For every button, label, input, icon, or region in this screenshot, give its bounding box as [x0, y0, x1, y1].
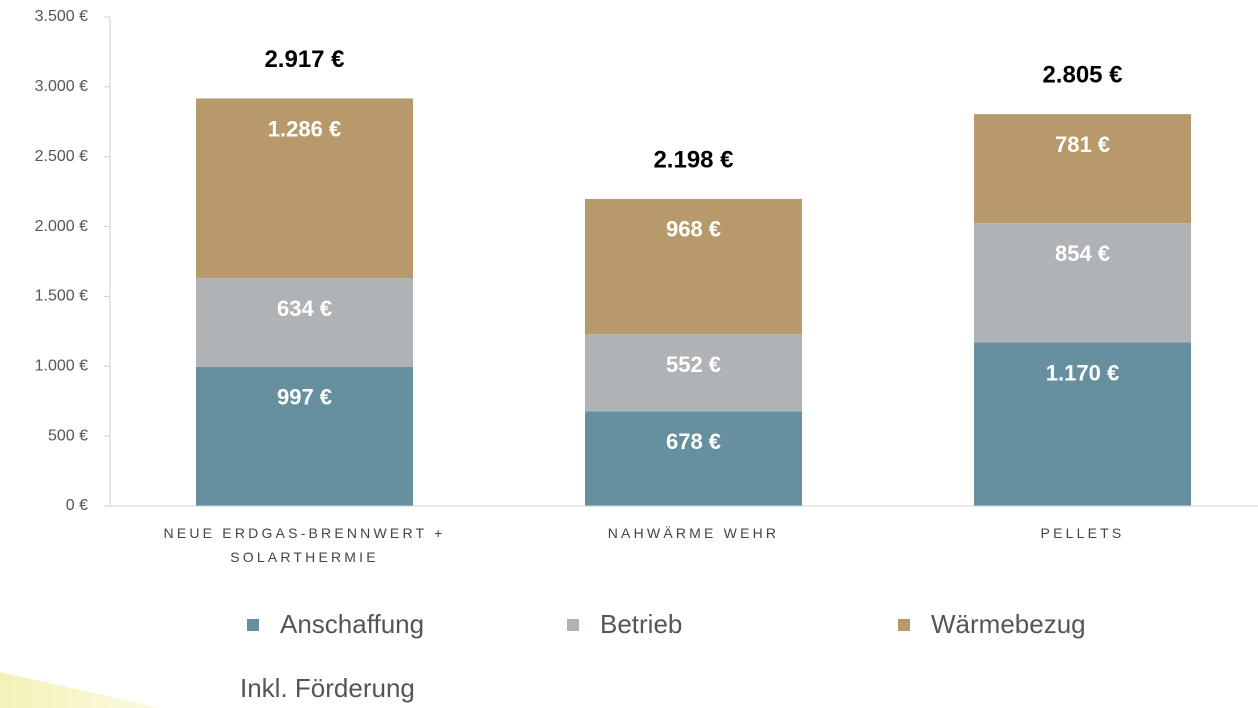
data-label: 781 €: [1055, 132, 1110, 157]
total-label: 2.805 €: [1042, 61, 1122, 88]
bar-segment: [585, 334, 802, 412]
y-tick-label: 2.000 €: [35, 218, 88, 235]
bar-segment: [974, 114, 1191, 224]
data-label: 678 €: [666, 429, 721, 454]
bar-segment: [585, 411, 802, 506]
y-tick-label: 3.500 €: [35, 8, 88, 25]
bar-segment: [585, 198, 802, 335]
bar-segment: [196, 278, 413, 367]
y-tick-label: 2.500 €: [35, 148, 88, 165]
data-label: 854 €: [1055, 241, 1110, 266]
data-label: 997 €: [277, 385, 332, 410]
x-tick-label: NEUE ERDGAS-BRENNWERT + SOLARTHERMIE: [163, 525, 446, 565]
y-tick-label: 3.000 €: [35, 78, 88, 95]
data-label: 1.170 €: [1046, 360, 1119, 385]
bar-segment: [196, 366, 413, 506]
bar-segment: [196, 98, 413, 279]
bar-segment: [974, 223, 1191, 343]
data-label: 1.286 €: [268, 116, 341, 141]
y-tick-label: 0 €: [66, 497, 88, 514]
data-label: 634 €: [277, 296, 332, 321]
x-tick-label: PELLETS: [1040, 525, 1125, 541]
total-label: 2.917 €: [264, 46, 344, 73]
annotation: Inkl. Förderung: [240, 673, 415, 703]
legend-label: Betrieb: [600, 609, 682, 639]
y-tick-label: 1.000 €: [35, 358, 88, 375]
data-label: 968 €: [666, 217, 721, 242]
y-tick-label: 500 €: [48, 427, 88, 444]
legend-swatch: [247, 619, 259, 631]
legend-label: Wärmebezug: [931, 609, 1086, 639]
legend-swatch: [567, 619, 579, 631]
x-tick-label: NAHWÄRME WEHR: [607, 525, 780, 541]
data-label: 552 €: [666, 352, 721, 377]
decoration: [0, 672, 160, 708]
bar-segment: [974, 342, 1191, 506]
legend-swatch: [898, 619, 910, 631]
legend-label: Anschaffung: [280, 609, 424, 639]
total-label: 2.198 €: [653, 146, 733, 173]
y-tick-label: 1.500 €: [35, 288, 88, 305]
